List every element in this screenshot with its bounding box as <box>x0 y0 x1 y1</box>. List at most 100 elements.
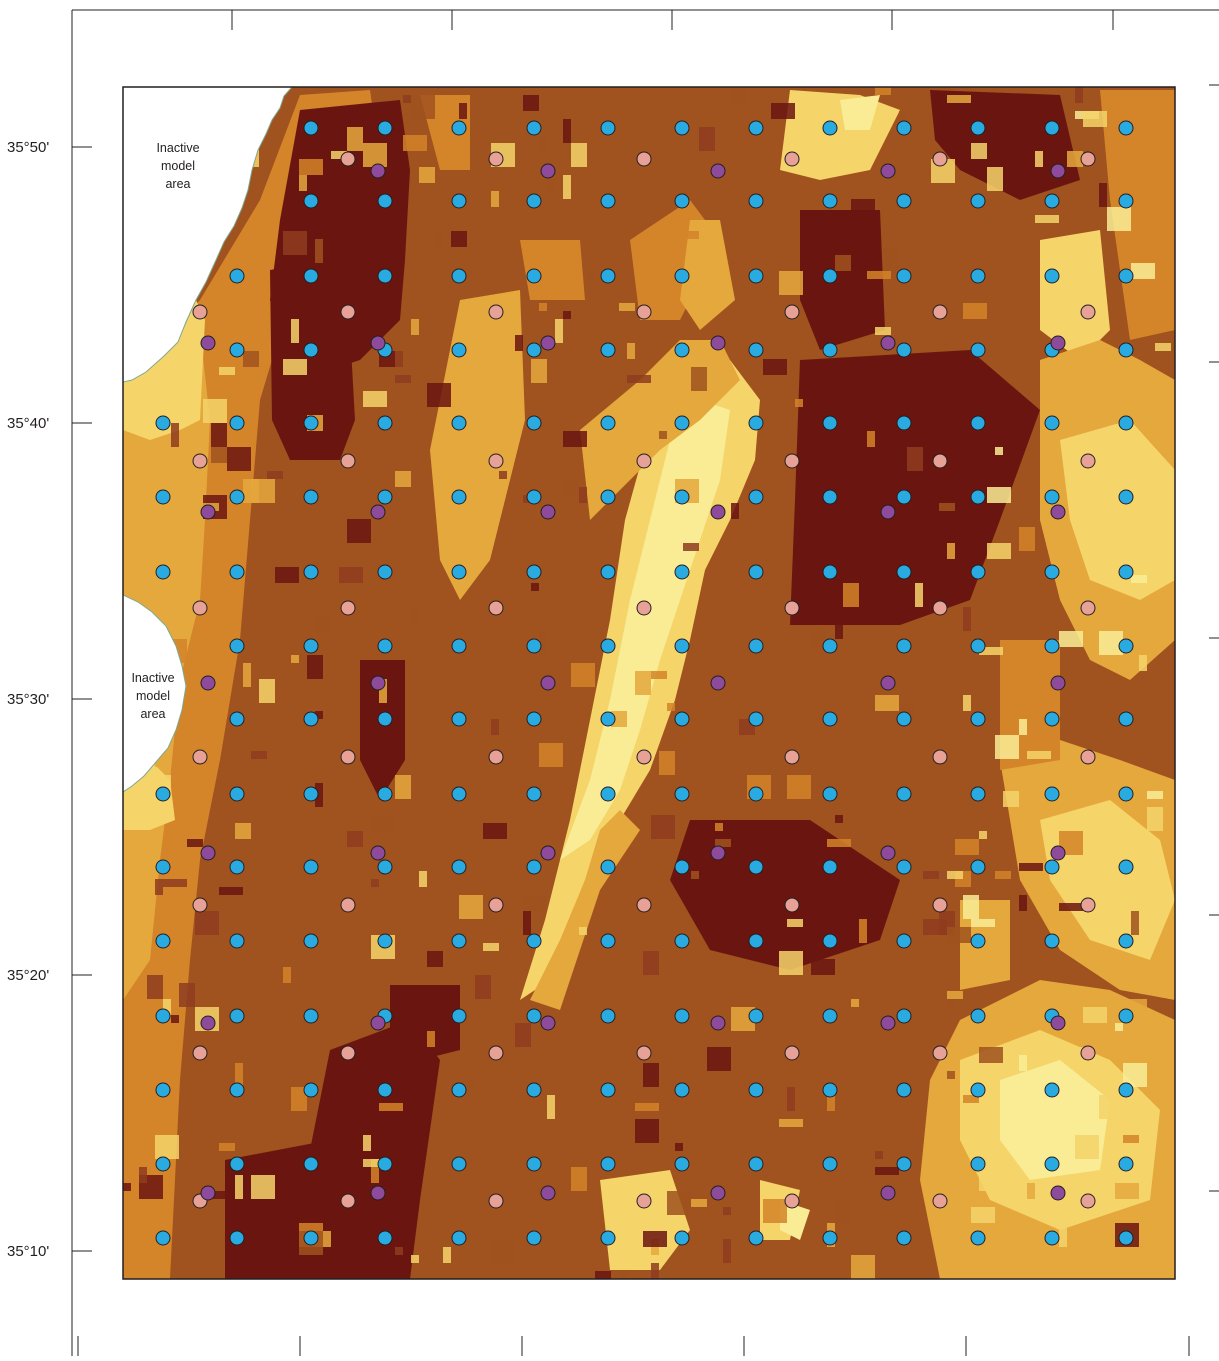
texture-cell <box>155 879 163 895</box>
texture-cell <box>907 447 923 471</box>
sample-point-blue <box>451 638 467 654</box>
sample-point-blue <box>748 1082 764 1098</box>
texture-cell <box>1051 823 1059 839</box>
top-ticks <box>231 10 1114 30</box>
sample-point-blue <box>822 711 838 727</box>
sample-point-blue <box>1044 786 1060 802</box>
texture-cell <box>675 1143 683 1151</box>
sample-point-blue <box>155 1230 171 1246</box>
texture-cell <box>339 567 363 583</box>
texture-cell <box>331 151 347 159</box>
texture-cell <box>555 319 563 343</box>
sample-point-purple <box>880 845 896 861</box>
color-zone <box>123 300 205 440</box>
sample-point-blue <box>970 1008 986 1024</box>
sample-point-pink <box>192 1045 208 1061</box>
texture-cell <box>779 271 803 295</box>
texture-cell <box>427 951 443 967</box>
sample-point-blue <box>526 1156 542 1172</box>
sample-point-blue <box>303 342 319 358</box>
texture-cell <box>515 1023 531 1047</box>
texture-cell <box>211 423 227 447</box>
sample-point-blue <box>748 193 764 209</box>
inactive-area-label-top: Inactive model area <box>156 141 199 191</box>
sample-point-blue <box>600 268 616 284</box>
texture-cell <box>1099 183 1107 207</box>
sample-point-blue <box>526 786 542 802</box>
texture-cell <box>643 727 659 743</box>
sample-point-blue <box>229 342 245 358</box>
sample-point-pink <box>340 151 356 167</box>
color-zone <box>680 220 735 330</box>
color-zone <box>840 95 880 130</box>
texture-cell <box>995 871 1011 879</box>
sample-point-pink <box>1080 1193 1096 1209</box>
sample-point-blue <box>970 711 986 727</box>
sample-point-purple <box>370 504 386 520</box>
texture-cell <box>643 951 659 975</box>
sample-point-blue <box>451 859 467 875</box>
texture-cell <box>587 271 595 279</box>
sample-point-blue <box>303 786 319 802</box>
sample-point-blue <box>970 268 986 284</box>
sample-point-blue <box>1044 1082 1060 1098</box>
sample-point-blue <box>970 1082 986 1098</box>
texture-cell <box>155 1135 179 1159</box>
texture-cell <box>1131 263 1155 279</box>
map-canvas <box>123 87 1175 1279</box>
texture-cell <box>531 359 547 383</box>
texture-cell <box>539 631 547 655</box>
sample-point-blue <box>377 638 393 654</box>
sample-point-purple <box>1050 845 1066 861</box>
sample-point-blue <box>526 342 542 358</box>
sample-point-blue <box>896 415 912 431</box>
sample-point-pink <box>1080 1045 1096 1061</box>
sample-point-purple <box>370 163 386 179</box>
texture-cell <box>259 679 275 703</box>
sample-point-pink <box>932 304 948 320</box>
texture-cell <box>211 447 227 463</box>
sample-point-blue <box>451 415 467 431</box>
texture-cell <box>123 1183 131 1191</box>
sample-point-blue <box>674 859 690 875</box>
sample-point-blue <box>303 564 319 580</box>
texture-cell <box>859 919 867 943</box>
sample-point-purple <box>880 504 896 520</box>
sample-point-blue <box>822 564 838 580</box>
sample-point-blue <box>896 342 912 358</box>
sample-point-pink <box>1080 600 1096 616</box>
sample-point-blue <box>229 415 245 431</box>
color-zone <box>780 1200 810 1240</box>
sample-point-blue <box>600 342 616 358</box>
sample-point-blue <box>1044 415 1060 431</box>
texture-cell <box>235 1175 243 1199</box>
sample-point-blue <box>1118 1008 1134 1024</box>
texture-cell <box>851 1255 875 1279</box>
sample-point-purple <box>370 675 386 691</box>
texture-cell <box>1027 751 1051 759</box>
texture-cell <box>643 1231 667 1247</box>
texture-cell <box>963 1095 979 1103</box>
texture-cell <box>939 95 947 111</box>
texture-cell <box>667 703 675 711</box>
texture-cell <box>347 831 363 847</box>
color-zone <box>270 260 355 460</box>
texture-cell <box>731 503 739 519</box>
sample-point-blue <box>600 1230 616 1246</box>
texture-cell <box>875 1167 899 1175</box>
texture-cell <box>187 839 203 847</box>
sample-point-purple <box>710 675 726 691</box>
sample-point-purple <box>540 1185 556 1201</box>
texture-cell <box>795 399 803 407</box>
texture-cell <box>979 1047 1003 1063</box>
texture-cell <box>571 143 587 167</box>
sample-point-blue <box>229 1156 245 1172</box>
texture-cell <box>291 319 299 343</box>
sample-point-blue <box>600 489 616 505</box>
sample-point-blue <box>1044 1156 1060 1172</box>
sample-point-blue <box>229 564 245 580</box>
texture-cell <box>651 1263 659 1279</box>
sample-point-blue <box>748 1230 764 1246</box>
texture-cell <box>395 471 411 487</box>
area-label-line: area <box>165 177 190 191</box>
